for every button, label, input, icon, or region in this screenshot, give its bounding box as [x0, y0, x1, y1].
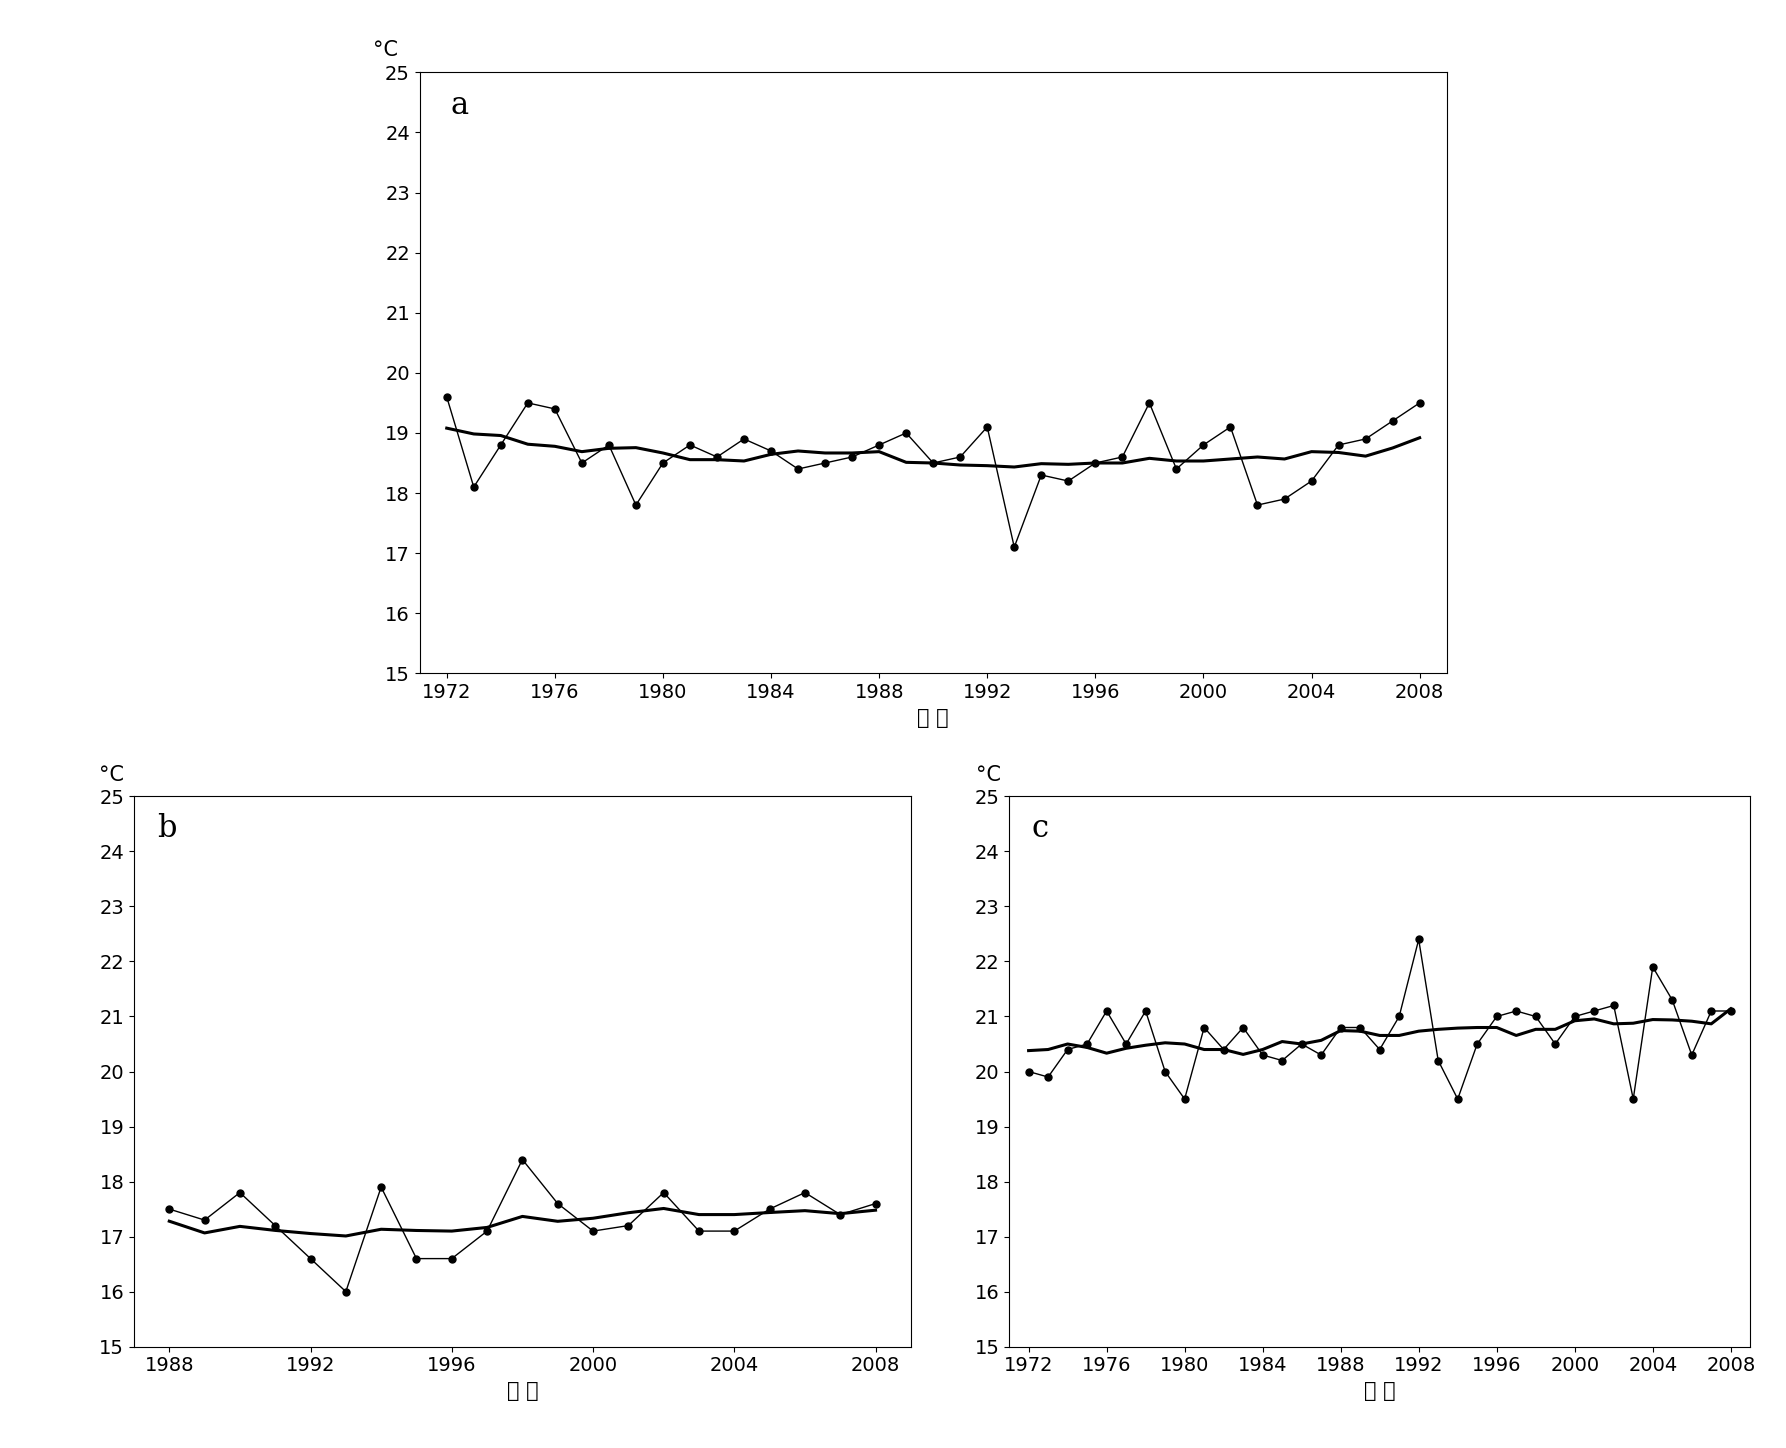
Text: a: a — [450, 90, 468, 122]
Text: °C: °C — [373, 41, 398, 61]
X-axis label: 연 도: 연 도 — [507, 1381, 538, 1400]
Text: b: b — [157, 812, 177, 844]
X-axis label: 연 도: 연 도 — [1365, 1381, 1395, 1400]
Text: °C: °C — [975, 766, 1000, 785]
Text: c: c — [1031, 812, 1048, 844]
Text: °C: °C — [98, 766, 123, 785]
X-axis label: 연 도: 연 도 — [918, 708, 948, 727]
